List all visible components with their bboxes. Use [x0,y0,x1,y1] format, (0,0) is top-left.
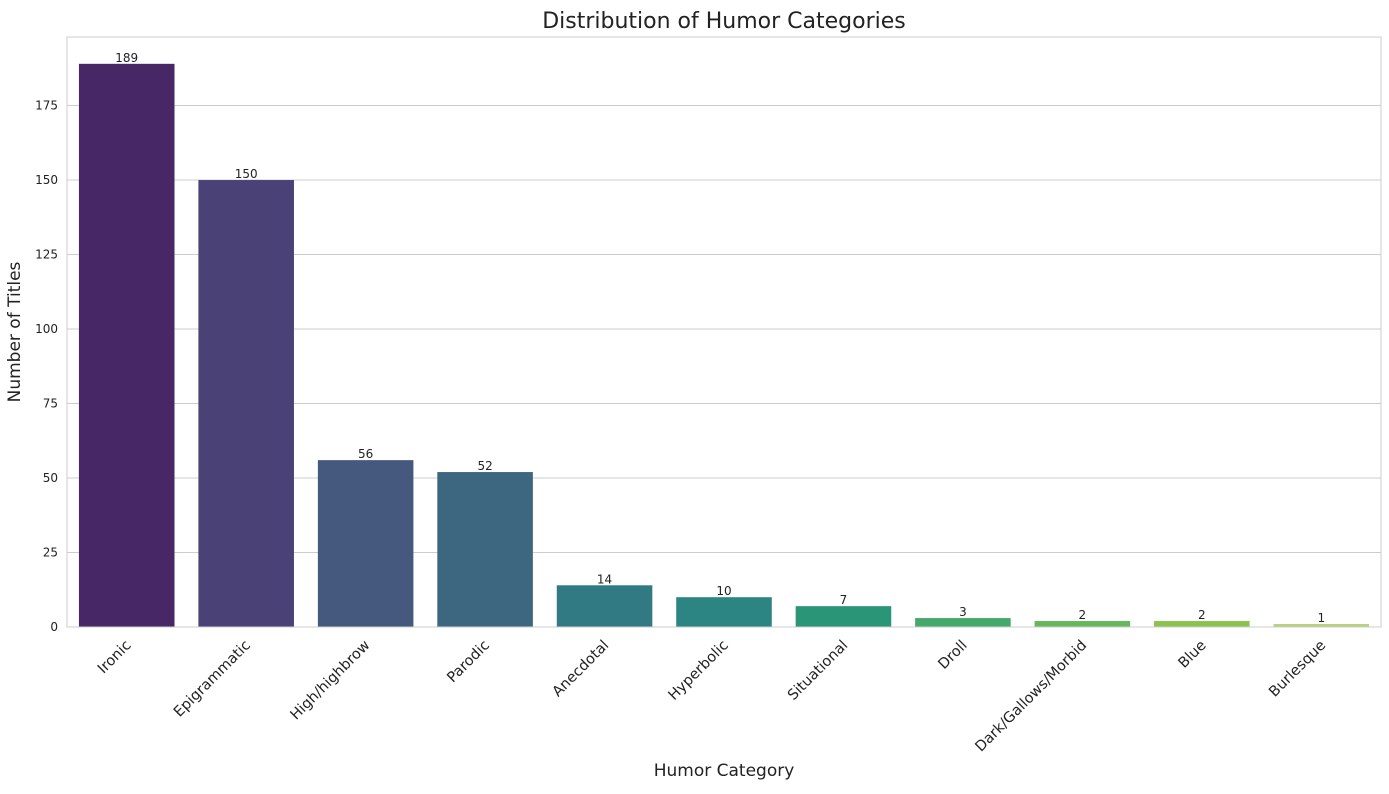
bar-value-label: 2 [1079,608,1087,622]
bar-value-label: 7 [840,593,848,607]
bar-value-labels: 189 150 56 52 14 10 7 3 2 2 1 [115,51,1325,625]
bar [795,606,892,627]
bar-value-label: 1 [1317,611,1325,625]
x-tick-label: High/highbrow [288,637,374,723]
x-tick-label: Parodic [444,637,493,686]
y-tick-label: 175 [35,99,58,113]
bar [78,63,175,628]
x-tick-label: Droll [936,638,971,673]
bar [1273,624,1370,627]
x-tick-label: Dark/Gallows/Morbid [973,638,1091,756]
bar [198,180,294,627]
y-tick-label: 150 [35,173,58,187]
x-tick-label: Situational [785,638,851,704]
bar [676,597,772,627]
x-tick-label: Burlesque [1266,637,1329,700]
bar [1154,621,1250,627]
x-tick-label: Blue [1176,637,1210,671]
bar-value-label: 150 [235,167,258,181]
bar [437,472,533,627]
y-tick-labels: 0 25 50 75 100 125 150 175 [35,99,58,634]
bar-value-label: 189 [115,51,138,65]
bar [915,618,1011,627]
x-tick-labels: Ironic Epigrammatic High/highbrow Parodic An… [95,637,1329,755]
y-axis-label: Number of Titles [5,261,25,402]
bar-value-label: 52 [477,459,492,473]
bar [1034,621,1131,627]
bar-value-label: 2 [1198,608,1206,622]
bar-value-label: 56 [358,447,373,461]
bar [317,460,414,627]
bar-value-label: 14 [597,572,612,586]
x-tick-label: Hyperbolic [666,638,732,704]
x-tick-label: Epigrammatic [171,638,254,721]
y-tick-label: 25 [43,546,58,560]
bar [556,585,653,627]
y-tick-label: 75 [43,397,58,411]
plot-frame [66,36,1382,628]
bar-value-label: 3 [959,605,967,619]
bars [78,63,1370,628]
x-tick-label: Ironic [95,637,135,677]
chart-title: Distribution of Humor Categories [542,9,906,34]
y-tick-label: 100 [35,322,58,336]
x-tick-label: Anecdotal [550,638,613,701]
y-tick-label: 125 [35,248,58,262]
y-tick-label: 0 [50,620,58,634]
x-axis-label: Humor Category [654,761,795,781]
bar-value-label: 10 [716,584,731,598]
y-tick-label: 50 [43,471,58,485]
